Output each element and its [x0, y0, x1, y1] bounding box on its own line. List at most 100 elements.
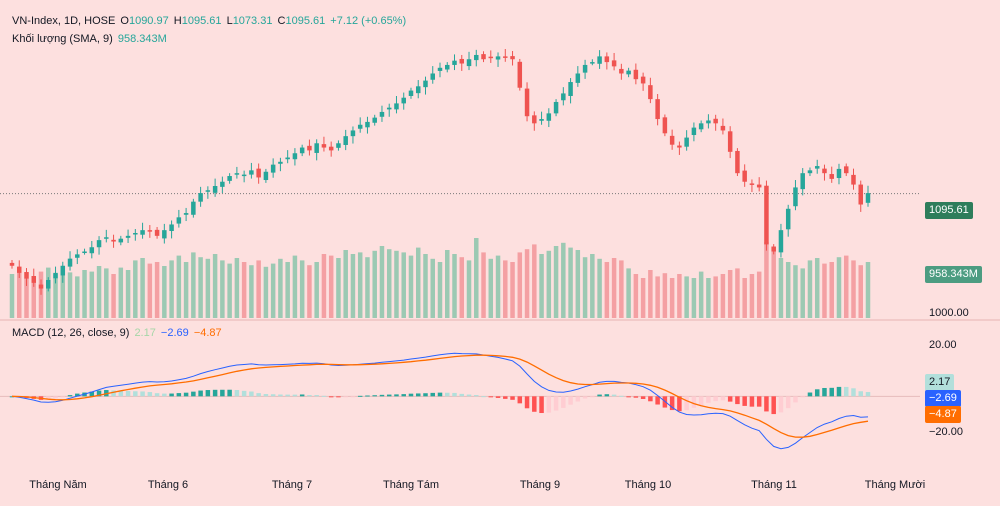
macd-signal-line — [11, 354, 869, 438]
volume-bar — [357, 252, 363, 318]
macd-histogram-bar — [539, 396, 544, 414]
macd-histogram-bar — [582, 396, 588, 399]
macd-histogram-bar — [96, 390, 102, 397]
volume-bar — [655, 276, 660, 318]
macd-histogram-bar — [220, 389, 225, 397]
macd-histogram-bar — [553, 396, 559, 411]
x-axis-label: Tháng Năm — [29, 479, 86, 491]
macd-histogram-bar — [495, 396, 501, 398]
macd-histogram-bar — [800, 396, 805, 398]
volume-bar — [133, 260, 138, 318]
volume-bar — [553, 246, 559, 318]
candle-body — [836, 168, 842, 179]
volume-bar — [140, 258, 145, 318]
candle-body — [611, 60, 617, 67]
macd-hist-value: 2.17 — [134, 327, 156, 339]
volume-bar — [669, 278, 675, 318]
macd-histogram-bar — [133, 391, 138, 397]
candle-body — [365, 121, 370, 128]
volume-base-label: 1000.00 — [929, 307, 969, 319]
candle-body — [415, 86, 421, 94]
candle-body — [452, 60, 457, 65]
candle-body — [118, 238, 124, 243]
volume-bar — [307, 265, 312, 318]
volume-bar — [445, 250, 450, 318]
volume-bar — [677, 274, 682, 318]
volume-bar — [648, 270, 653, 318]
candle-body — [96, 240, 102, 248]
candle-body — [437, 67, 443, 71]
candle-body — [321, 144, 327, 148]
volume-bar — [452, 254, 457, 318]
macd-histogram-bar — [858, 391, 863, 397]
candle-body — [104, 237, 109, 239]
volume-bar — [60, 270, 66, 318]
x-axis-label: Tháng 6 — [148, 479, 188, 491]
macd-histogram-bar — [713, 396, 718, 402]
symbol-label: VN-Index, 1D, HOSE — [12, 15, 116, 27]
volume-bar — [829, 262, 834, 318]
volume-bar — [466, 260, 472, 318]
volume-bar — [321, 254, 327, 318]
macd-histogram-bar — [829, 387, 834, 397]
macd-histogram-bar — [619, 395, 624, 397]
candle-body — [727, 131, 733, 152]
volume-bar — [727, 270, 733, 318]
macd-histogram-bar — [169, 393, 174, 397]
macd-histogram-bar — [357, 395, 363, 397]
volume-bar — [191, 252, 196, 318]
candle-body — [524, 88, 530, 117]
macd-histogram-bar — [430, 392, 435, 397]
volume-bar — [865, 262, 871, 318]
candle-body — [328, 146, 334, 151]
candle-body — [793, 187, 798, 207]
macd-histogram-bar — [561, 396, 566, 408]
candle-body — [162, 230, 167, 239]
macd-histogram-bar — [814, 389, 820, 397]
macd-histogram-bar — [691, 396, 697, 408]
candle-body — [53, 272, 58, 279]
macd-histogram-bar — [488, 396, 494, 398]
candle-body — [125, 235, 131, 238]
volume-bar — [488, 258, 494, 318]
macd-histogram-bar — [524, 396, 530, 409]
candle-body — [343, 136, 348, 145]
macd-histogram-bar — [336, 396, 341, 398]
macd-tick-20: 20.00 — [929, 339, 957, 351]
volume-bar — [843, 255, 849, 318]
candle-body — [814, 166, 820, 169]
macd-histogram-bar — [198, 390, 203, 397]
volume-bar — [328, 255, 334, 318]
volume-bar — [611, 258, 617, 318]
candle-body — [89, 247, 95, 254]
macd-histogram-bar — [89, 391, 95, 397]
macd-histogram-bar — [720, 396, 726, 401]
candle-body — [640, 76, 646, 84]
volume-bar — [604, 262, 610, 318]
candle-body — [67, 258, 73, 267]
candle-body — [785, 208, 791, 230]
volume-bar — [459, 257, 465, 318]
macd-line — [11, 352, 869, 450]
volume-bar — [619, 260, 624, 318]
candle-body — [822, 168, 827, 174]
volume-bar — [793, 265, 798, 318]
macd-histogram-bar — [611, 394, 617, 397]
candle-body — [858, 184, 863, 205]
volume-bar — [640, 278, 646, 318]
macd-histogram-bar — [111, 390, 116, 397]
close-key: C — [277, 15, 286, 27]
candle-body — [183, 213, 189, 215]
macd-histogram-bar — [263, 394, 269, 397]
candle-body — [684, 137, 689, 147]
macd-histogram-bar — [807, 392, 813, 397]
candle-body — [807, 170, 813, 174]
candle-body — [553, 101, 559, 114]
volume-bar — [691, 278, 697, 318]
volume-bar — [836, 257, 842, 318]
macd-histogram-bar — [415, 393, 421, 397]
candle-body — [299, 147, 305, 154]
volume-bar — [365, 257, 370, 318]
candle-body — [706, 120, 711, 124]
